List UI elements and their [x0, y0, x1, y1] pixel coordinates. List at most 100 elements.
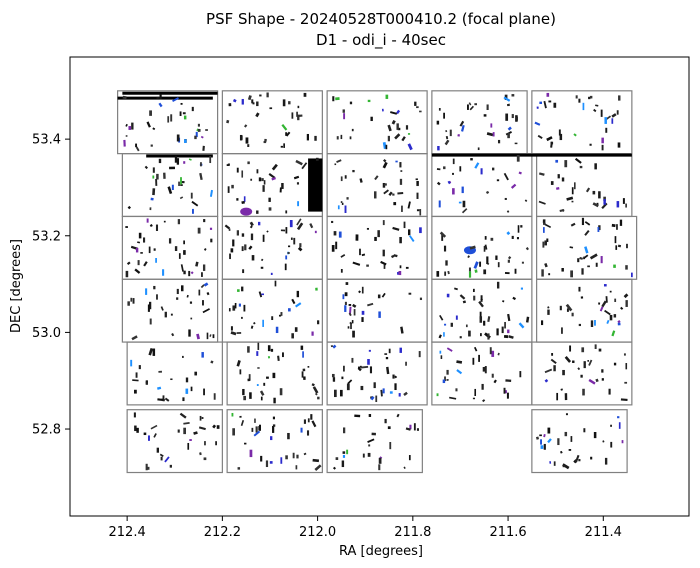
psf-whisker: [579, 256, 584, 260]
psf-whisker: [198, 426, 206, 431]
psf-whisker: [534, 121, 541, 126]
psf-whisker: [380, 260, 387, 266]
psf-whisker: [125, 123, 128, 127]
psf-whisker: [352, 303, 357, 308]
psf-markers: [122, 92, 633, 471]
psf-whisker: [200, 135, 204, 139]
psf-whisker: [195, 261, 199, 267]
psf-whisker: [461, 208, 468, 214]
psf-whisker: [394, 133, 401, 140]
psf-whisker: [456, 360, 463, 364]
psf-whisker: [473, 261, 479, 269]
psf-whisker: [226, 119, 230, 124]
psf-whisker: [544, 223, 552, 229]
psf-whisker: [311, 383, 315, 387]
psf-whisker: [550, 141, 553, 148]
y-tick-label: 53.2: [32, 229, 61, 244]
psf-whisker: [387, 124, 392, 132]
psf-whisker: [469, 105, 475, 111]
psf-whisker: [468, 102, 472, 106]
plot-frame: [69, 56, 690, 517]
chip-frame-27: [226, 409, 323, 474]
psf-whisker: [247, 95, 252, 101]
psf-whisker: [186, 294, 189, 298]
psf-whisker: [604, 309, 611, 316]
psf-whisker: [199, 172, 203, 181]
psf-whisker: [525, 316, 530, 323]
psf-whisker: [507, 256, 512, 260]
psf-whisker: [547, 306, 550, 309]
x-axis-ticks: 212.4 212.2 212.0 211.8 211.6 211.4: [109, 516, 622, 540]
psf-whisker: [314, 392, 318, 396]
psf-whisker: [566, 196, 574, 201]
psf-whisker: [352, 261, 361, 266]
psf-whisker: [144, 165, 148, 170]
x-tick-label: 212.4: [109, 525, 146, 540]
psf-whisker: [538, 172, 545, 176]
x-tick-label: 211.8: [394, 525, 431, 540]
psf-whisker: [271, 176, 276, 181]
psf-whisker: [206, 291, 210, 296]
psf-whisker: [241, 200, 245, 205]
psf-whisker: [258, 291, 263, 298]
psf-whisker: [391, 120, 396, 125]
psf-whisker: [564, 356, 572, 363]
psf-whisker: [444, 139, 450, 146]
psf-whisker: [240, 420, 245, 427]
psf-whisker: [188, 158, 192, 161]
psf-whisker: [592, 202, 599, 208]
psf-whisker: [599, 306, 604, 312]
psf-whisker: [462, 300, 467, 304]
psf-whisker: [547, 438, 552, 444]
psf-whisker: [407, 143, 413, 151]
psf-whisker: [249, 221, 254, 227]
psf-whisker: [400, 326, 404, 334]
psf-whisker: [179, 412, 187, 419]
psf-whisker: [203, 248, 207, 251]
psf-whisker: [535, 436, 540, 440]
psf-whisker: [512, 296, 516, 301]
psf-whisker: [171, 333, 175, 337]
psf-whisker: [172, 97, 179, 103]
psf-whisker: [122, 95, 127, 100]
psf-whisker: [293, 175, 300, 180]
chip-frame-25: [531, 341, 633, 406]
psf-whisker: [469, 245, 476, 250]
psf-whisker: [135, 146, 140, 152]
psf-whisker: [623, 293, 629, 299]
psf-whisker: [314, 464, 322, 471]
psf-whisker: [595, 378, 599, 383]
psf-whisker: [301, 162, 308, 170]
psf-whisker: [559, 450, 563, 454]
psf-whisker: [291, 298, 296, 305]
chart-title: PSF Shape - 20240528T000410.2 (focal pla…: [206, 10, 556, 28]
psf-whisker: [560, 388, 563, 391]
psf-whisker: [589, 253, 598, 260]
psf-whisker: [285, 131, 291, 137]
x-axis-label: RA [degrees]: [339, 544, 423, 559]
psf-whisker: [436, 181, 441, 186]
psf-whisker: [296, 222, 304, 231]
chip-frame-26: [126, 409, 223, 474]
psf-whisker: [459, 120, 465, 127]
psf-whisker: [348, 312, 352, 317]
plot-area: [70, 57, 689, 516]
psf-whisker: [297, 246, 303, 252]
psf-whisker: [303, 452, 307, 456]
psf-whisker: [249, 225, 253, 229]
psf-whisker: [296, 218, 302, 226]
psf-whisker: [546, 136, 553, 142]
chip-frame-21: [126, 341, 223, 406]
psf-whisker: [143, 261, 148, 267]
psf-whisker: [230, 331, 237, 336]
psf-whisker: [191, 200, 199, 207]
chip-frame-29: [531, 409, 628, 474]
psf-whisker: [570, 222, 576, 227]
psf-whisker: [295, 159, 303, 166]
psf-whisker: [183, 422, 190, 425]
psf-whisker: [196, 333, 201, 340]
psf-whisker: [361, 253, 366, 257]
psf-whisker: [149, 224, 153, 228]
psf-whisker: [559, 209, 565, 213]
psf-whisker: [370, 396, 375, 401]
